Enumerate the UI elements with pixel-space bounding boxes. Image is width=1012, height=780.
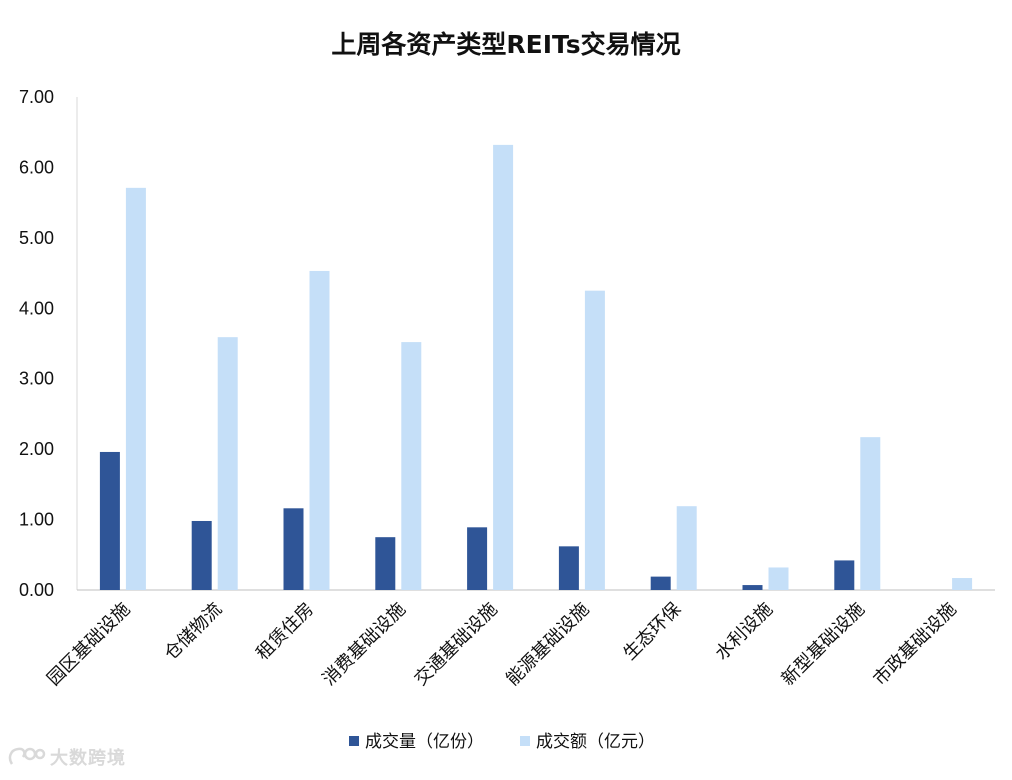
bar-amount bbox=[217, 337, 238, 590]
x-tick-label: 市政基础设施 bbox=[869, 599, 960, 690]
legend: 成交量（亿份） 成交额（亿元） bbox=[349, 732, 655, 752]
bar-amount bbox=[768, 567, 789, 590]
y-tick-label: 1.00 bbox=[19, 510, 54, 530]
bar-amount bbox=[493, 144, 514, 591]
x-tick-label: 园区基础设施 bbox=[43, 599, 134, 690]
bar-volume bbox=[742, 585, 763, 590]
legend-swatch bbox=[349, 736, 359, 746]
bar-amount bbox=[584, 290, 605, 590]
legend-label: 成交量（亿份） bbox=[365, 732, 484, 752]
y-tick-label: 5.00 bbox=[19, 228, 54, 248]
y-tick-label: 4.00 bbox=[19, 298, 54, 318]
watermark-text: 大数跨境 bbox=[50, 748, 126, 769]
bar-volume bbox=[191, 520, 212, 590]
y-tick-label: 2.00 bbox=[19, 439, 54, 459]
x-tick-label: 租赁住房 bbox=[252, 599, 318, 665]
bar-volume bbox=[650, 576, 671, 590]
y-tick-label: 7.00 bbox=[19, 87, 54, 107]
bar-volume bbox=[375, 537, 396, 590]
plot-area: 0.00 1.00 2.00 3.00 4.00 5.00 6.00 7.00 园区基础设施 仓储… bbox=[19, 87, 995, 690]
y-tick-label: 0.00 bbox=[19, 580, 54, 600]
bar-volume bbox=[283, 508, 304, 590]
bar-amount bbox=[860, 437, 881, 590]
bar-amount bbox=[676, 506, 697, 590]
watermark: 大数跨境 bbox=[6, 744, 126, 770]
legend-swatch bbox=[520, 736, 530, 746]
x-tick-label: 消费基础设施 bbox=[319, 599, 410, 690]
x-tick-label: 交通基础设施 bbox=[410, 599, 501, 690]
x-tick-label: 生态环保 bbox=[619, 599, 685, 665]
bar-amount bbox=[309, 270, 330, 590]
bar-volume bbox=[834, 560, 855, 590]
chart-title: 上周各资产类型REITs交易情况 bbox=[331, 30, 680, 59]
bar-amount bbox=[401, 342, 422, 590]
x-tick-label: 新型基础设施 bbox=[778, 599, 869, 690]
bar-volume bbox=[467, 527, 488, 590]
dsj-logo-icon bbox=[8, 747, 46, 765]
x-tick-label: 能源基础设施 bbox=[502, 599, 593, 690]
x-tick-label: 水利设施 bbox=[711, 599, 777, 665]
bar-volume bbox=[99, 451, 120, 590]
y-tick-label: 3.00 bbox=[19, 369, 54, 389]
x-tick-label: 仓储物流 bbox=[160, 599, 226, 665]
bar-amount bbox=[125, 187, 146, 591]
bar-volume bbox=[558, 546, 579, 590]
legend-label: 成交额（亿元） bbox=[536, 732, 655, 752]
bar-amount bbox=[952, 578, 973, 590]
y-tick-label: 6.00 bbox=[19, 157, 54, 177]
